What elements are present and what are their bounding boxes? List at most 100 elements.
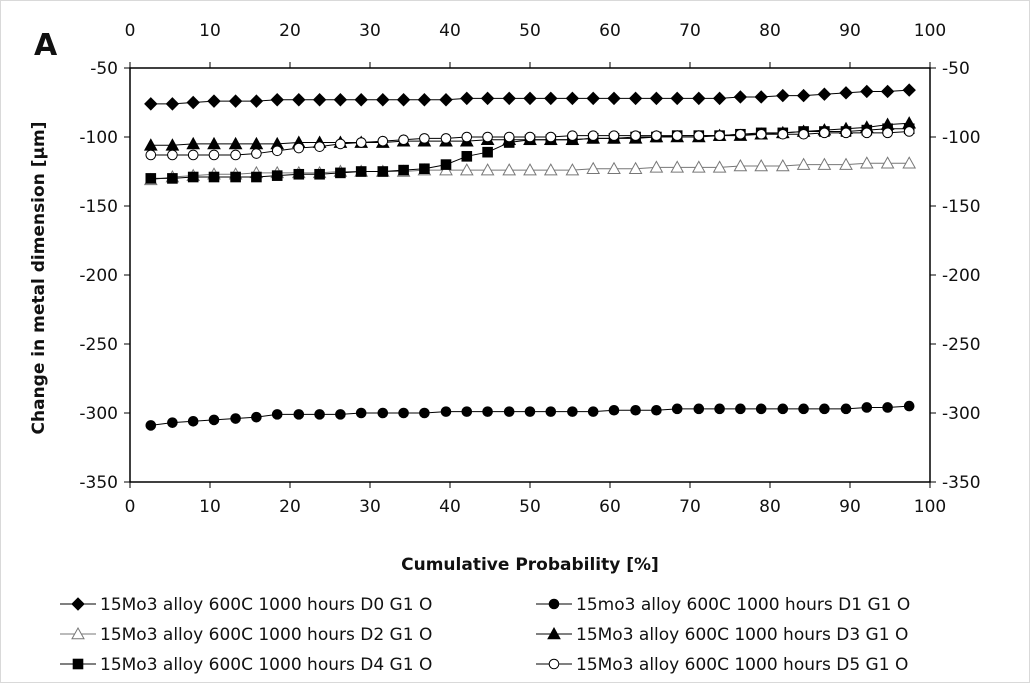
data-point bbox=[567, 130, 578, 141]
data-point bbox=[587, 406, 599, 417]
data-point bbox=[314, 141, 325, 152]
data-point bbox=[860, 84, 874, 99]
series-1 bbox=[144, 83, 916, 111]
data-point bbox=[461, 151, 473, 162]
data-point bbox=[692, 91, 706, 106]
data-point bbox=[755, 403, 767, 415]
data-point bbox=[377, 166, 389, 177]
data-point bbox=[355, 407, 367, 419]
series-layer bbox=[143, 83, 917, 431]
data-point bbox=[228, 94, 243, 108]
data-point bbox=[777, 128, 789, 140]
data-point bbox=[775, 158, 790, 172]
data-point bbox=[228, 136, 243, 150]
y-tick-label-left: -350 bbox=[79, 473, 118, 493]
data-point bbox=[693, 130, 705, 141]
y-tick-label-left: -300 bbox=[79, 404, 118, 424]
legend-label: 15Mo3 alloy 600C 1000 hours D4 G1 O bbox=[100, 655, 432, 675]
data-point bbox=[586, 161, 601, 175]
y-tick-label-left: -150 bbox=[79, 197, 118, 217]
data-point bbox=[271, 170, 283, 181]
data-point bbox=[733, 158, 748, 172]
data-point bbox=[503, 406, 515, 417]
data-point bbox=[292, 93, 306, 107]
data-point bbox=[230, 149, 241, 161]
data-point bbox=[671, 403, 683, 415]
data-point bbox=[670, 91, 684, 106]
data-point bbox=[630, 130, 641, 141]
x-tick-label-bottom: 20 bbox=[279, 497, 301, 517]
legend-entry-4: 15Mo3 alloy 600C 1000 hours D3 G1 O bbox=[536, 625, 908, 645]
data-point bbox=[354, 93, 368, 107]
data-point bbox=[187, 171, 199, 183]
series-2 bbox=[145, 400, 915, 431]
data-point bbox=[839, 86, 853, 100]
data-point bbox=[819, 403, 830, 415]
data-point bbox=[249, 94, 264, 108]
data-point bbox=[880, 84, 895, 99]
x-tick-label-bottom: 40 bbox=[439, 497, 461, 517]
data-point bbox=[543, 163, 558, 176]
data-point bbox=[607, 91, 621, 106]
x-tick-label-top: 70 bbox=[679, 21, 701, 41]
data-point bbox=[567, 406, 578, 417]
x-tick-label-bottom: 90 bbox=[839, 497, 861, 517]
y-tick-label-right: -200 bbox=[942, 266, 981, 286]
data-point bbox=[314, 168, 325, 180]
data-point bbox=[271, 145, 283, 157]
x-tick-label-top: 30 bbox=[359, 21, 381, 41]
data-point bbox=[208, 149, 220, 161]
data-point bbox=[733, 90, 748, 104]
data-point bbox=[419, 407, 430, 419]
legend-entry-2: 15mo3 alloy 600C 1000 hours D1 G1 O bbox=[536, 595, 910, 615]
data-point bbox=[271, 409, 283, 420]
data-point bbox=[207, 94, 221, 108]
data-point bbox=[461, 131, 473, 143]
data-point bbox=[335, 167, 346, 179]
x-tick-label-top: 40 bbox=[439, 21, 461, 41]
data-point bbox=[547, 626, 561, 640]
data-point bbox=[798, 403, 809, 415]
data-point bbox=[649, 160, 664, 173]
data-point bbox=[312, 93, 327, 107]
data-point bbox=[545, 406, 557, 417]
y-tick-label-left: -50 bbox=[90, 59, 118, 79]
data-point bbox=[628, 91, 643, 106]
axes-layer: 0 0 10 10 20 20 30 30 40 40 50 50 60 60 70 70 80 80 90 90 10… bbox=[79, 21, 980, 517]
data-point bbox=[440, 159, 452, 170]
x-tick-label-bottom: 0 bbox=[125, 497, 136, 517]
data-point bbox=[882, 402, 893, 413]
data-point bbox=[333, 93, 348, 107]
x-axis-title: Cumulative Probability [%] bbox=[401, 555, 659, 575]
data-point bbox=[502, 163, 517, 176]
data-point bbox=[565, 91, 580, 106]
data-point bbox=[524, 406, 536, 417]
data-point bbox=[880, 156, 895, 169]
legend: 15Mo3 alloy 600C 1000 hours D0 G1 O 15mo3… bbox=[60, 595, 910, 675]
data-point bbox=[691, 160, 706, 173]
x-tick-label-top: 20 bbox=[279, 21, 301, 41]
data-point bbox=[755, 128, 767, 140]
data-point bbox=[251, 411, 262, 423]
data-point bbox=[670, 160, 685, 173]
x-tick-label-top: 0 bbox=[125, 21, 136, 41]
legend-label: 15Mo3 alloy 600C 1000 hours D3 G1 O bbox=[576, 625, 908, 645]
data-point bbox=[417, 93, 432, 107]
data-point bbox=[251, 148, 262, 159]
data-point bbox=[502, 91, 516, 106]
data-point bbox=[480, 91, 495, 106]
y-tick-label-left: -250 bbox=[79, 335, 118, 355]
data-point bbox=[735, 403, 746, 415]
x-tick-label-bottom: 80 bbox=[759, 497, 781, 517]
data-point bbox=[587, 130, 599, 141]
data-point bbox=[777, 403, 789, 415]
data-point bbox=[167, 149, 178, 161]
data-point bbox=[712, 91, 727, 106]
data-point bbox=[839, 157, 853, 170]
data-point bbox=[167, 417, 178, 428]
y-tick-label-right: -150 bbox=[942, 197, 981, 217]
data-point bbox=[482, 146, 493, 158]
data-point bbox=[440, 133, 452, 144]
data-point bbox=[376, 93, 390, 107]
